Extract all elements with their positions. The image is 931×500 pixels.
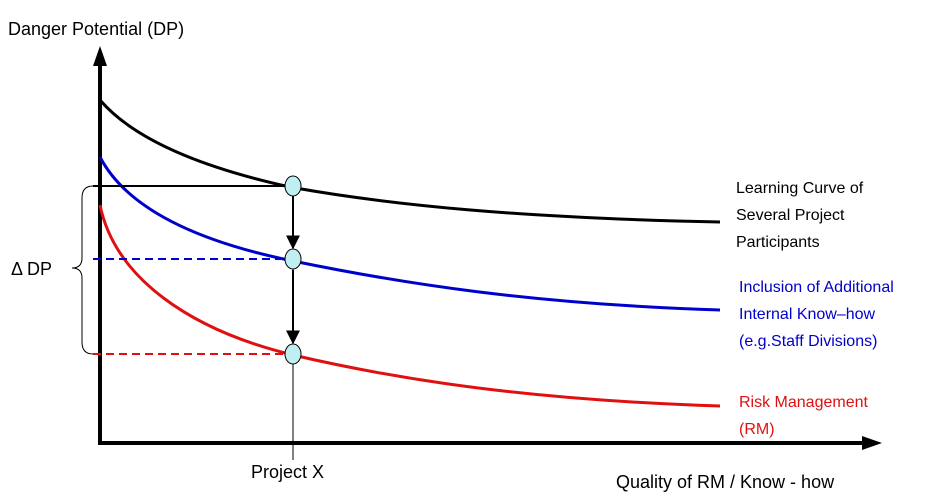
y-axis-arrowhead [93, 46, 107, 66]
x-axis-label: Quality of RM / Know - how [616, 472, 835, 492]
learning-curve-label-3: Participants [736, 234, 820, 251]
inclusion-curve-label-1: Inclusion of Additional [739, 279, 894, 296]
inclusion-marker [284, 248, 302, 270]
risk-management-curve [98, 204, 721, 408]
inclusion-curve [98, 156, 721, 312]
inclusion-curve-label-2: Internal Know–how [739, 306, 876, 323]
learning-curve-label-1: Learning Curve of [736, 180, 864, 197]
risk-curve-label-2: (RM) [739, 421, 775, 438]
x-axis-arrowhead [862, 436, 882, 450]
learning-marker [284, 175, 302, 197]
risk-curve-label-1: Risk Management [739, 394, 869, 411]
delta-dp-label: Δ DP [11, 259, 52, 279]
risk-marker [284, 343, 302, 365]
delta-dp-brace [71, 185, 94, 355]
y-axis-label: Danger Potential (DP) [8, 19, 184, 39]
learning-curve-label-2: Several Project [736, 207, 845, 224]
inclusion-curve-label-3: (e.g.Staff Divisions) [739, 333, 877, 350]
project-x-label: Project X [251, 462, 324, 482]
learning-curve [98, 99, 721, 224]
